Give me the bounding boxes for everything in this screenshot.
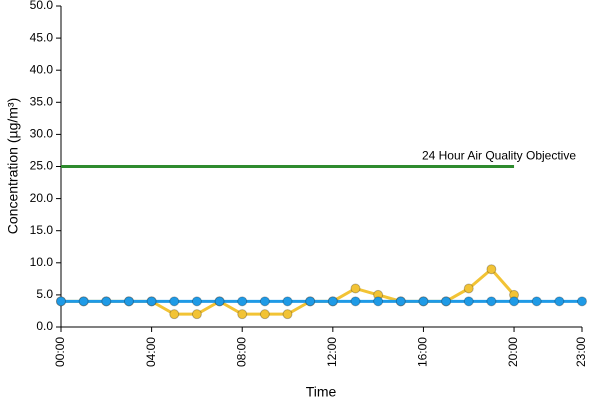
data-point bbox=[282, 296, 293, 307]
x-tick-label: 12:00 bbox=[325, 337, 339, 367]
y-tick-label: 45.0 bbox=[30, 30, 54, 44]
data-point bbox=[191, 309, 202, 320]
x-tick-label: 20:00 bbox=[506, 337, 520, 367]
data-point bbox=[486, 264, 497, 275]
data-point bbox=[123, 296, 134, 307]
x-tick-label: 00:00 bbox=[53, 337, 67, 367]
data-point bbox=[169, 296, 180, 307]
data-point bbox=[463, 283, 474, 294]
y-tick-label: 20.0 bbox=[30, 191, 54, 205]
data-point bbox=[554, 296, 565, 307]
data-point bbox=[373, 296, 384, 307]
y-tick-label: 40.0 bbox=[30, 62, 54, 76]
x-axis-title: Time bbox=[306, 384, 337, 400]
data-point bbox=[350, 283, 361, 294]
data-point bbox=[78, 296, 89, 307]
data-point bbox=[350, 296, 361, 307]
data-point bbox=[101, 296, 112, 307]
data-point bbox=[441, 296, 452, 307]
y-axis-title: Concentration (µg/m³) bbox=[5, 98, 21, 234]
line-label: 24 Hour Air Quality Objective bbox=[422, 149, 576, 163]
x-tick-label: 04:00 bbox=[144, 337, 158, 367]
x-tick-label: 16:00 bbox=[416, 337, 430, 367]
data-point bbox=[577, 296, 587, 307]
data-point bbox=[259, 309, 270, 320]
data-point bbox=[237, 309, 248, 320]
x-tick-label: 08:00 bbox=[234, 337, 248, 367]
data-point bbox=[531, 296, 542, 307]
data-point bbox=[486, 296, 497, 307]
data-point bbox=[418, 296, 429, 307]
data-point bbox=[169, 309, 180, 320]
data-point bbox=[463, 296, 474, 307]
y-tick-label: 25.0 bbox=[30, 159, 54, 173]
data-point bbox=[237, 296, 248, 307]
data-point bbox=[327, 296, 338, 307]
y-tick-label: 10.0 bbox=[30, 255, 54, 269]
series-line bbox=[61, 267, 516, 316]
y-tick-label: 30.0 bbox=[30, 127, 54, 141]
data-point bbox=[214, 296, 225, 307]
y-tick-label: 5.0 bbox=[36, 287, 53, 301]
data-point bbox=[282, 309, 293, 320]
data-point bbox=[56, 296, 66, 307]
x-tick-label: 23:00 bbox=[574, 337, 588, 367]
y-tick-label: 35.0 bbox=[30, 94, 54, 108]
data-point bbox=[191, 296, 202, 307]
data-point bbox=[146, 296, 157, 307]
y-tick-label: 0.0 bbox=[36, 319, 53, 333]
y-tick-label: 15.0 bbox=[30, 223, 54, 237]
data-point bbox=[509, 296, 520, 307]
data-point bbox=[395, 296, 406, 307]
data-point bbox=[305, 296, 316, 307]
y-tick-label: 50.0 bbox=[30, 0, 54, 12]
data-point bbox=[259, 296, 270, 307]
